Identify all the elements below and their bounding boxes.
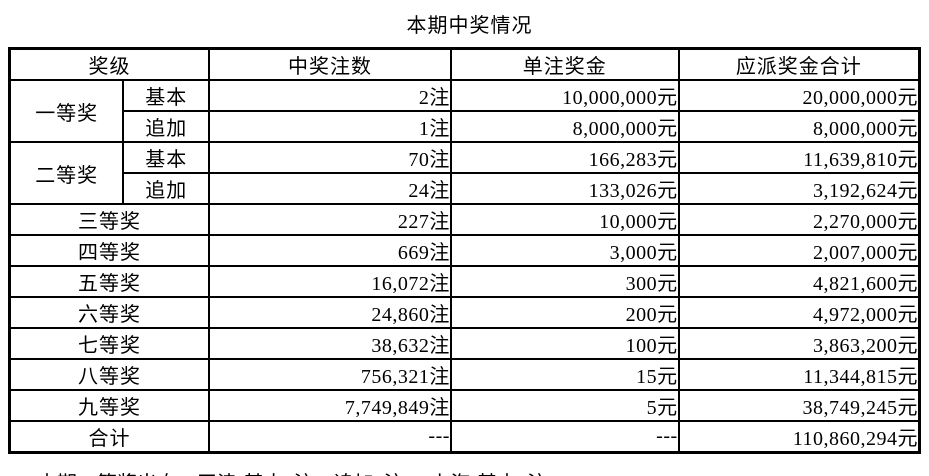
bet-count-cell: 24,860注 <box>208 296 452 329</box>
single-prize-cell: --- <box>449 420 680 454</box>
table-total-row: 合计 --- --- 110,860,294元 <box>8 420 921 454</box>
prize-level-cell: 一等奖 <box>8 79 125 143</box>
single-prize-cell: 100元 <box>449 327 680 360</box>
total-prize-cell: 3,192,624元 <box>677 172 921 205</box>
bet-count-cell: --- <box>208 420 452 454</box>
total-prize-cell: 11,639,810元 <box>677 141 921 174</box>
single-prize-cell: 8,000,000元 <box>449 110 680 143</box>
table-row: 二等奖 基本 70注 166,283元 11,639,810元 <box>8 141 921 205</box>
bet-count-cell: 756,321注 <box>208 358 452 391</box>
bet-count-cell: 1注 <box>208 110 452 143</box>
prize-results-table: 奖级 中奖注数 单注奖金 应派奖金合计 一等奖 基本 2注 10,000,000… <box>8 47 921 454</box>
header-total-prize: 应派奖金合计 <box>677 47 921 81</box>
total-prize-cell: 110,860,294元 <box>677 420 921 454</box>
total-prize-cell: 20,000,000元 <box>677 79 921 112</box>
bet-count-cell: 24注 <box>208 172 452 205</box>
prize-subtype-cell: 追加 <box>122 110 211 143</box>
single-prize-cell: 200元 <box>449 296 680 329</box>
single-prize-cell: 3,000元 <box>449 234 680 267</box>
header-bet-count: 中奖注数 <box>208 47 452 81</box>
prize-level-cell: 八等奖 <box>8 358 211 391</box>
prize-level-cell: 合计 <box>8 420 211 454</box>
prize-subtype-cell: 追加 <box>122 172 211 205</box>
table-row: 四等奖 669注 3,000元 2,007,000元 <box>8 234 921 267</box>
table-header-row: 奖级 中奖注数 单注奖金 应派奖金合计 <box>8 47 921 81</box>
prize-level-cell: 三等奖 <box>8 203 211 236</box>
table-row: 九等奖 7,749,849注 5元 38,749,245元 <box>8 389 921 422</box>
bet-count-cell: 38,632注 <box>208 327 452 360</box>
bet-count-cell: 70注 <box>208 141 452 174</box>
total-prize-cell: 3,863,200元 <box>677 327 921 360</box>
single-prize-cell: 133,026元 <box>449 172 680 205</box>
single-prize-cell: 15元 <box>449 358 680 391</box>
bet-count-cell: 227注 <box>208 203 452 236</box>
total-prize-cell: 2,270,000元 <box>677 203 921 236</box>
single-prize-cell: 10,000元 <box>449 203 680 236</box>
total-prize-cell: 38,749,245元 <box>677 389 921 422</box>
total-prize-cell: 8,000,000元 <box>677 110 921 143</box>
prize-level-cell: 二等奖 <box>8 141 125 205</box>
single-prize-cell: 5元 <box>449 389 680 422</box>
bet-count-cell: 7,749,849注 <box>208 389 452 422</box>
bet-count-cell: 16,072注 <box>208 265 452 298</box>
prize-level-cell: 五等奖 <box>8 265 211 298</box>
table-row: 六等奖 24,860注 200元 4,972,000元 <box>8 296 921 329</box>
total-prize-cell: 4,821,600元 <box>677 265 921 298</box>
total-prize-cell: 11,344,815元 <box>677 358 921 391</box>
table-row: 追加 24注 133,026元 3,192,624元 <box>10 172 921 205</box>
table-row: 追加 1注 8,000,000元 8,000,000元 <box>10 110 921 143</box>
bet-count-cell: 669注 <box>208 234 452 267</box>
prize-level-cell: 四等奖 <box>8 234 211 267</box>
prize-subtype-cell: 基本 <box>122 79 211 112</box>
total-prize-cell: 4,972,000元 <box>677 296 921 329</box>
table-row: 五等奖 16,072注 300元 4,821,600元 <box>8 265 921 298</box>
table-row: 八等奖 756,321注 15元 11,344,815元 <box>8 358 921 391</box>
table-row: 七等奖 38,632注 100元 3,863,200元 <box>8 327 921 360</box>
prize-subtype-cell: 基本 <box>122 141 211 174</box>
header-prize-level: 奖级 <box>8 47 211 81</box>
prize-level-cell: 九等奖 <box>8 389 211 422</box>
table-row: 一等奖 基本 2注 10,000,000元 20,000,000元 <box>8 79 921 143</box>
single-prize-cell: 300元 <box>449 265 680 298</box>
prize-level-cell: 六等奖 <box>8 296 211 329</box>
single-prize-cell: 166,283元 <box>449 141 680 174</box>
header-single-prize: 单注奖金 <box>449 47 680 81</box>
single-prize-cell: 10,000,000元 <box>449 79 680 112</box>
table-row: 三等奖 227注 10,000元 2,270,000元 <box>8 203 921 236</box>
page-title: 本期中奖情况 <box>406 15 533 37</box>
total-prize-cell: 2,007,000元 <box>677 234 921 267</box>
bet-count-cell: 2注 <box>208 79 452 112</box>
prize-level-cell: 七等奖 <box>8 327 211 360</box>
